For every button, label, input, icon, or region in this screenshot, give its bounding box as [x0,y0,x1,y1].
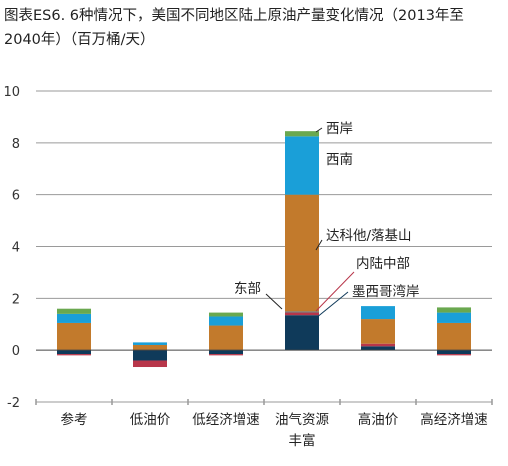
bar-segment [437,322,471,351]
y-tick-label: -2 [7,396,20,411]
bar-segment [361,343,395,347]
bar-segment [285,194,319,312]
chart-title: 图表ES6. 6种情况下，美国不同地区陆上原油产量变化情况（2013年至2040… [4,8,464,48]
annotation-leader-mexico [315,291,349,319]
bar-segment [209,350,243,355]
annotation-xinan: 西南 [326,152,353,168]
bar-segment [209,316,243,326]
bar-segment [285,311,319,313]
y-tick-label: 2 [12,292,20,307]
bar-segment [437,350,471,355]
y-tick-label: 6 [12,189,20,204]
bar-segment [285,312,319,316]
x-category-label: 参考 [61,411,88,428]
annotation-leader-xian [315,127,323,133]
bar-segment [57,322,91,351]
bar-segment [437,307,471,313]
bar-segment [57,354,91,356]
bar-segment [57,350,91,355]
x-category-label: 油气资源 [275,412,329,428]
x-category-label: 高经济增速 [420,411,488,428]
bar-segment [285,315,319,351]
annotation-dongbu: 东部 [234,281,261,297]
bar-segment [361,346,395,351]
annotation-xian: 西岸 [326,121,353,137]
bar-segment [209,325,243,351]
y-tick-label: 4 [12,241,20,256]
x-category-label: 低油价 [130,412,171,428]
x-category-label: 丰富 [289,432,316,449]
bar-segment [361,306,395,320]
annotation-mexico-gulf: 墨西哥湾岸 [352,283,420,300]
y-tick-label: 0 [12,344,20,359]
annotation-leader-neilu [315,271,355,312]
bar-segment [133,360,167,368]
bar-segment [209,312,243,317]
bar-segment [133,342,167,345]
bar-segment [57,308,91,314]
x-category-label: 高油价 [358,411,399,428]
bar-segment [285,131,319,137]
bar-segment [57,313,91,323]
y-tick-label: 8 [12,137,20,152]
y-tick-label: 10 [3,85,20,100]
bar-segment [437,354,471,356]
bar-segment [133,350,167,361]
annotation-leader-dakota [315,239,323,251]
bar-segment [133,344,167,351]
annotation-dakota-rocky: 达科他/落基山 [326,227,412,244]
annotation-neilu-zhongbu: 内陆中部 [356,256,410,272]
bar-segment [285,136,319,195]
bar-segment [209,354,243,356]
annotation-leader-dongbu [265,293,283,310]
bar-segment [361,319,395,344]
bar-segment [437,312,471,323]
x-category-label: 低经济增速 [192,412,260,428]
